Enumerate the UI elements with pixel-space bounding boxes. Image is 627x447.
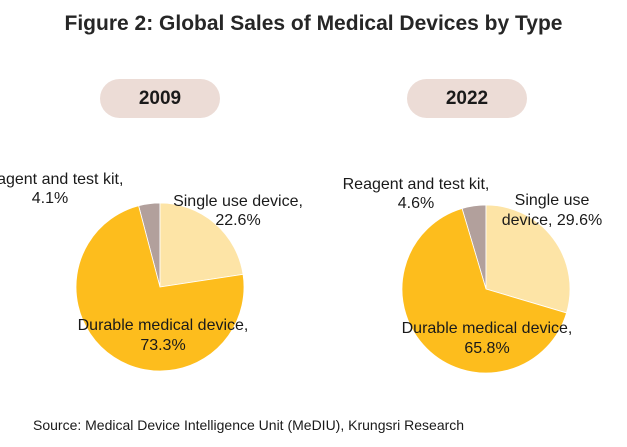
figure-title: Figure 2: Global Sales of Medical Device… bbox=[64, 12, 563, 35]
data-label-2022-durable-medical-device: Durable medical device, 65.8% bbox=[402, 320, 573, 357]
data-label-2009-durable-medical-device: Durable medical device, 73.3% bbox=[78, 317, 249, 354]
pie-slice-2009-single-use-device bbox=[159, 202, 244, 288]
data-label-2009-single-use-device: Single use device, 22.6% bbox=[173, 193, 303, 229]
year-badge-2009: 2009 bbox=[100, 79, 220, 118]
data-label-2022-single-use-device: Single use device, 29.6% bbox=[502, 192, 603, 229]
source-note: Source: Medical Device Intelligence Unit… bbox=[33, 417, 465, 433]
pie-slice-2009-durable-medical-device bbox=[75, 205, 245, 372]
pie-slice-2022-durable-medical-device bbox=[401, 207, 568, 374]
pie-slice-2022-single-use-device bbox=[485, 204, 571, 314]
data-label-2022-reagent-and-test-kit: Reagent and test kit, 4.6% bbox=[343, 176, 490, 212]
year-badge-2022: 2022 bbox=[407, 79, 527, 118]
data-label-2009-reagent-and-test-kit: Reagent and test kit,4.1% bbox=[0, 171, 123, 207]
